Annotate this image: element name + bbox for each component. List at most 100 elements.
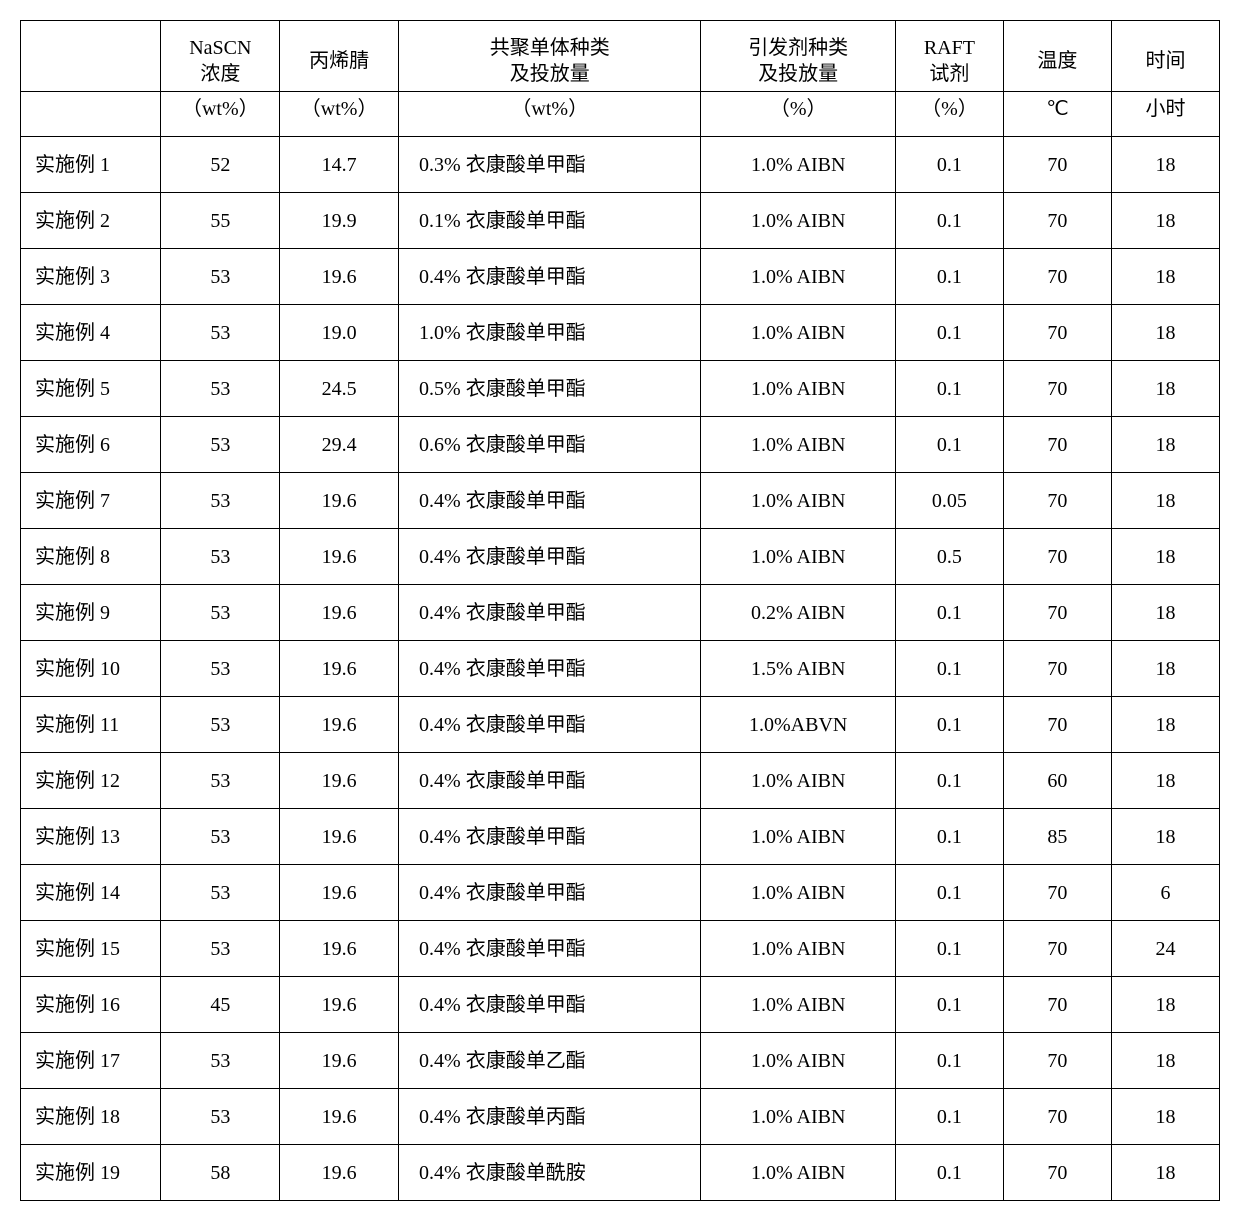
table-row: 实施例 15214.70.3% 衣康酸单甲酯1.0% AIBN0.17018 [21,137,1220,193]
cell-time: 18 [1111,473,1219,529]
cell-comon: 0.4% 衣康酸单酰胺 [399,1145,701,1201]
cell-raft: 0.1 [895,865,1003,921]
cell-label: 实施例 16 [21,977,161,1033]
cell-raft: 0.1 [895,809,1003,865]
cell-nascn: 53 [161,1089,280,1145]
cell-acn: 19.6 [280,529,399,585]
cell-label: 实施例 8 [21,529,161,585]
cell-temp: 70 [1003,1145,1111,1201]
table-row: 实施例 135319.60.4% 衣康酸单甲酯1.0% AIBN0.18518 [21,809,1220,865]
table-row: 实施例 35319.60.4% 衣康酸单甲酯1.0% AIBN0.17018 [21,249,1220,305]
cell-time: 18 [1111,249,1219,305]
cell-time: 18 [1111,417,1219,473]
cell-temp: 70 [1003,865,1111,921]
cell-init: 1.0% AIBN [701,529,895,585]
cell-nascn: 53 [161,417,280,473]
cell-raft: 0.1 [895,1033,1003,1089]
cell-time: 18 [1111,1145,1219,1201]
cell-label: 实施例 15 [21,921,161,977]
cell-raft: 0.05 [895,473,1003,529]
col-header-temp: 温度 [1003,21,1111,92]
table-header: NaSCN浓度丙烯腈共聚单体种类及投放量引发剂种类及投放量RAFT试剂温度时间 … [21,21,1220,137]
col-header-nascn: NaSCN浓度 [161,21,280,92]
cell-acn: 19.6 [280,921,399,977]
cell-acn: 19.6 [280,249,399,305]
cell-time: 18 [1111,361,1219,417]
cell-time: 18 [1111,753,1219,809]
table-row: 实施例 195819.60.4% 衣康酸单酰胺1.0% AIBN0.17018 [21,1145,1220,1201]
col-header-raft: RAFT试剂 [895,21,1003,92]
cell-init: 1.0% AIBN [701,865,895,921]
cell-acn: 19.6 [280,473,399,529]
cell-nascn: 53 [161,753,280,809]
cell-acn: 24.5 [280,361,399,417]
cell-raft: 0.1 [895,1145,1003,1201]
cell-comon: 0.5% 衣康酸单甲酯 [399,361,701,417]
cell-comon: 0.4% 衣康酸单甲酯 [399,697,701,753]
cell-raft: 0.1 [895,137,1003,193]
cell-comon: 0.3% 衣康酸单甲酯 [399,137,701,193]
cell-temp: 70 [1003,585,1111,641]
cell-raft: 0.1 [895,193,1003,249]
cell-time: 18 [1111,305,1219,361]
cell-temp: 70 [1003,977,1111,1033]
cell-comon: 0.6% 衣康酸单甲酯 [399,417,701,473]
table-row: 实施例 85319.60.4% 衣康酸单甲酯1.0% AIBN0.57018 [21,529,1220,585]
cell-nascn: 55 [161,193,280,249]
cell-time: 18 [1111,809,1219,865]
cell-init: 1.0% AIBN [701,1089,895,1145]
cell-raft: 0.1 [895,921,1003,977]
col-header-label [21,21,161,92]
cell-acn: 19.6 [280,809,399,865]
col-unit-raft: （%） [895,92,1003,137]
cell-temp: 70 [1003,641,1111,697]
cell-comon: 0.4% 衣康酸单甲酯 [399,753,701,809]
cell-raft: 0.1 [895,249,1003,305]
cell-comon: 0.4% 衣康酸单甲酯 [399,921,701,977]
cell-comon: 0.4% 衣康酸单甲酯 [399,641,701,697]
cell-raft: 0.1 [895,641,1003,697]
cell-label: 实施例 1 [21,137,161,193]
cell-nascn: 53 [161,809,280,865]
table-row: 实施例 145319.60.4% 衣康酸单甲酯1.0% AIBN0.1706 [21,865,1220,921]
cell-nascn: 53 [161,1033,280,1089]
cell-nascn: 53 [161,641,280,697]
cell-init: 0.2% AIBN [701,585,895,641]
cell-time: 18 [1111,641,1219,697]
cell-acn: 19.6 [280,753,399,809]
cell-nascn: 53 [161,305,280,361]
cell-nascn: 53 [161,249,280,305]
cell-temp: 70 [1003,921,1111,977]
cell-init: 1.0% AIBN [701,417,895,473]
cell-raft: 0.1 [895,753,1003,809]
table-row: 实施例 75319.60.4% 衣康酸单甲酯1.0% AIBN0.057018 [21,473,1220,529]
cell-init: 1.0% AIBN [701,137,895,193]
cell-temp: 70 [1003,1033,1111,1089]
cell-temp: 70 [1003,697,1111,753]
cell-acn: 19.6 [280,1145,399,1201]
cell-nascn: 45 [161,977,280,1033]
cell-acn: 19.6 [280,1033,399,1089]
cell-time: 18 [1111,137,1219,193]
cell-raft: 0.1 [895,585,1003,641]
cell-time: 24 [1111,921,1219,977]
col-unit-time: 小时 [1111,92,1219,137]
cell-nascn: 53 [161,585,280,641]
cell-nascn: 53 [161,473,280,529]
col-unit-comon: （wt%） [399,92,701,137]
col-unit-acn: （wt%） [280,92,399,137]
cell-temp: 70 [1003,361,1111,417]
cell-label: 实施例 13 [21,809,161,865]
cell-time: 18 [1111,529,1219,585]
cell-temp: 70 [1003,249,1111,305]
cell-temp: 70 [1003,473,1111,529]
cell-raft: 0.1 [895,697,1003,753]
col-unit-nascn: （wt%） [161,92,280,137]
col-header-init: 引发剂种类及投放量 [701,21,895,92]
col-header-comon: 共聚单体种类及投放量 [399,21,701,92]
cell-raft: 0.5 [895,529,1003,585]
cell-comon: 0.4% 衣康酸单甲酯 [399,249,701,305]
cell-init: 1.0% AIBN [701,921,895,977]
cell-comon: 0.4% 衣康酸单甲酯 [399,473,701,529]
cell-label: 实施例 12 [21,753,161,809]
